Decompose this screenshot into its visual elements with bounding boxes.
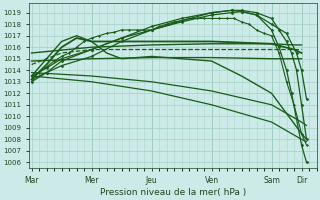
- X-axis label: Pression niveau de la mer( hPa ): Pression niveau de la mer( hPa ): [100, 188, 246, 197]
